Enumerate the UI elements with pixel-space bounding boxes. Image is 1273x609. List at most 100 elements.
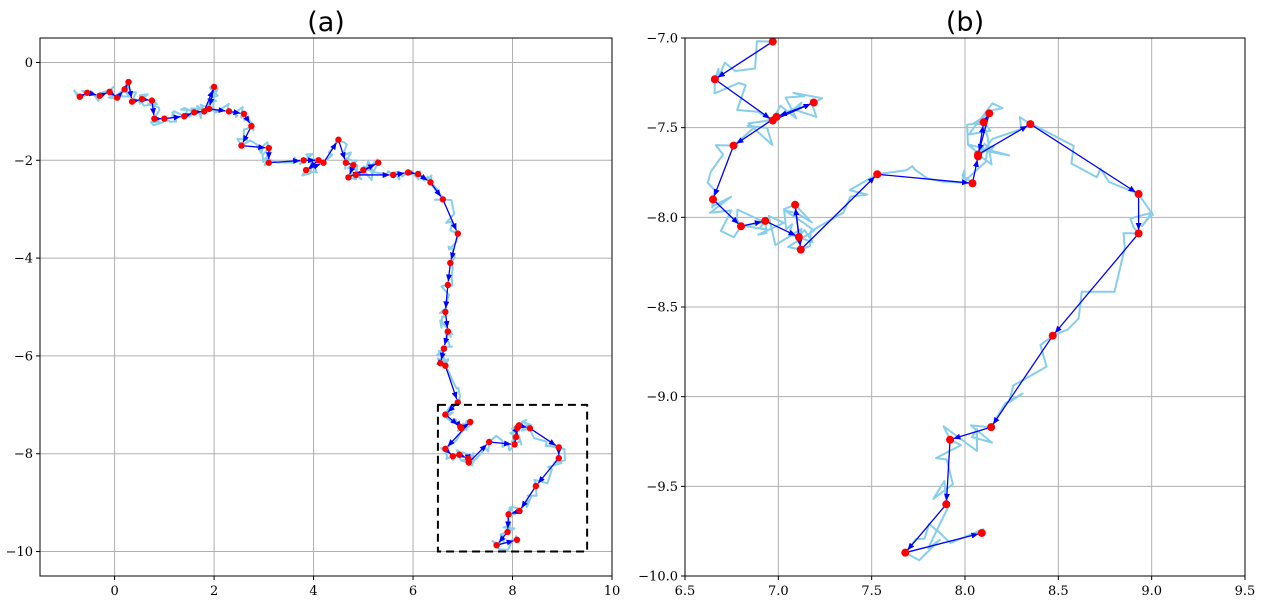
sample-point [181,113,188,120]
arrow-segment [520,485,537,509]
sample-point [121,86,128,93]
x-tick-label: 0 [110,584,118,599]
sample-point [873,170,882,179]
x-tick-label: 7.5 [861,584,882,599]
arrow-segment [953,426,992,440]
sample-point [511,441,518,448]
arrow-segment [992,335,1054,425]
sample-point [148,97,156,104]
sample-point [516,507,523,515]
sample-point [302,166,310,174]
arrow-segment [714,78,771,119]
sample-point [161,115,168,122]
arrow-segment [537,457,560,484]
arrow-segment [779,101,815,117]
y-tick-label: 0 [25,56,33,71]
sample-point [151,115,158,122]
sample-point [454,230,462,237]
sample-point [772,112,781,121]
sample-point [335,136,342,143]
panel-b: 6.5 7.0 7.5 8.0 8.5 9.0 9.5 −7.0 −7.5 −8.0 −8.5 −9.… [638,7,1255,599]
sample-point [526,425,534,432]
sample-point [360,166,367,174]
sample-point [985,109,994,118]
sample-point [442,445,449,453]
arrow-segment [717,41,774,78]
sample-point [737,222,745,231]
y-tick-label: −7.0 [646,32,678,47]
sample-point [444,328,452,335]
sample-point [106,88,113,96]
sample-point [458,425,465,432]
sample-point [809,98,818,107]
sample-point [987,423,996,432]
sample-point [427,179,434,186]
sample-point [225,108,233,115]
sample-point [1134,229,1143,238]
zoom-region-box [436,403,589,553]
arrow-segment [713,145,735,197]
sample-point [320,159,327,166]
sample-point [456,451,463,458]
sample-point [504,528,511,536]
sample-point [205,105,213,113]
sample-point [796,245,805,254]
y-tick-label: −2 [14,154,33,169]
sample-point [710,75,719,84]
sample-point [729,141,738,150]
sample-point [138,95,146,103]
arrow-segment [468,444,488,463]
panel-title-b: (b) [946,7,984,38]
sample-point [240,110,248,118]
sample-point [350,161,357,169]
sample-point [439,196,447,203]
sample-point [300,157,307,164]
sample-point [901,548,910,557]
x-tick-label: 10 [604,584,621,599]
y-tick-label: −4 [14,252,33,267]
y-tick-label: −10 [6,545,33,560]
sample-point [238,142,245,149]
panel-a: 0 2 4 6 8 10 0 −2 −4 −6 −8 −10 (a) [6,7,621,599]
sample-point [968,179,977,188]
arrow-segment [203,89,214,112]
sample-point [467,418,474,426]
sample-point [315,157,322,164]
y-tick-label: −8 [14,447,33,462]
sample-point [974,150,983,159]
y-tick-label: −7.5 [646,121,678,136]
x-tick-label: 8.5 [1048,584,1069,599]
sample-point [532,482,540,490]
x-tick-label: 9.0 [1141,584,1162,599]
sample-point [791,200,800,209]
sample-point [200,108,208,115]
sample-point [447,259,454,267]
arrow-segment [447,421,471,447]
arrow-segment [764,220,796,237]
x-tick-label: 7.0 [768,584,789,599]
sample-point [389,171,397,179]
sample-point [414,170,422,178]
arrow-segment [1029,123,1137,193]
sample-point [555,444,562,451]
arrow-segment [907,503,947,551]
sample-point [442,411,449,418]
sample-point [442,308,449,316]
arrow-segment [977,125,1028,156]
x-tick-label: 8 [508,584,516,599]
arrow-segment [337,139,346,160]
x-tick-label: 2 [210,584,218,599]
arrow-segment [450,233,459,260]
sample-point [979,118,988,127]
x-tick-label: 6 [409,584,417,599]
axes-frame-b [684,37,1246,577]
arrow-segment [322,142,338,164]
arrow-segment [529,427,557,446]
sample-point [440,345,448,352]
sample-point [113,94,121,101]
sample-point [265,159,272,166]
x-tick-label: 4 [309,584,317,599]
arrow-segment [442,199,458,231]
sample-point [493,541,500,549]
sample-point [345,174,352,181]
